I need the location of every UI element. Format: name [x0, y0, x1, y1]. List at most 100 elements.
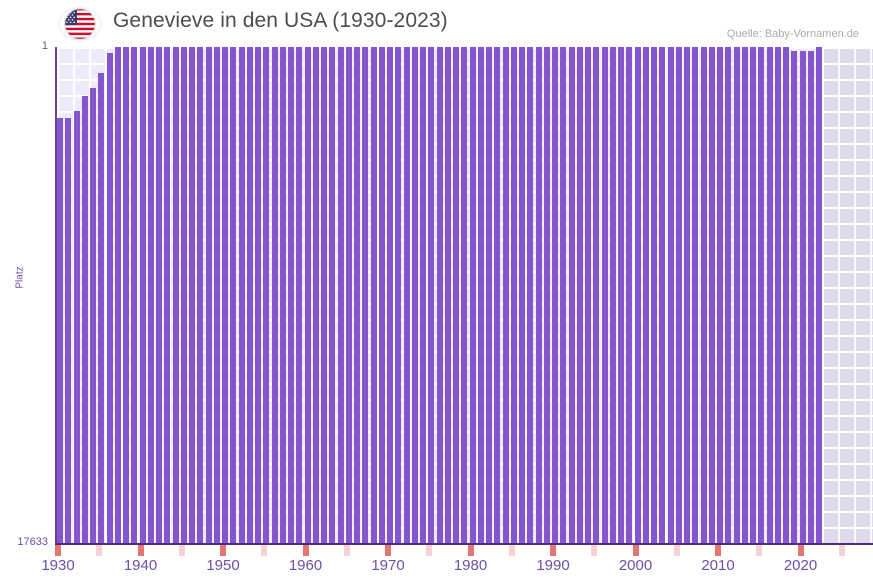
bar: [73, 111, 80, 543]
bar: [651, 47, 657, 543]
bar: [510, 47, 517, 543]
bar: [387, 47, 393, 543]
x-axis-label: 1980: [453, 557, 488, 574]
bar: [65, 118, 72, 543]
bar: [321, 47, 327, 543]
bar: [593, 47, 600, 543]
bar: [502, 47, 509, 543]
bar: [205, 47, 212, 543]
page-title: Genevieve in den USA (1930-2023): [113, 9, 448, 32]
chart-header: Genevieve in den USA (1930-2023) Quelle:…: [0, 0, 873, 47]
bar: [758, 47, 765, 543]
bar: [189, 47, 195, 543]
bar: [453, 47, 459, 543]
bar: [791, 51, 798, 543]
bar: [428, 47, 435, 543]
x-tick-decade: [467, 545, 474, 556]
x-tick-decade: [302, 545, 309, 556]
bar: [106, 53, 113, 543]
bar: [131, 47, 138, 543]
x-tick-decade: [385, 545, 391, 556]
x-axis-label: 2010: [701, 557, 735, 574]
bar: [766, 47, 773, 543]
x-axis-label: 2000: [618, 557, 653, 574]
bar: [370, 47, 377, 543]
y-axis-title: Platz: [14, 266, 26, 289]
bar: [378, 47, 385, 543]
bar: [304, 47, 311, 543]
bar: [733, 47, 740, 543]
bar: [494, 47, 501, 543]
x-tick-decade: [55, 545, 61, 556]
bar: [255, 47, 261, 543]
bar: [552, 47, 558, 543]
x-axis-label: 1940: [123, 557, 158, 574]
bar: [725, 47, 732, 543]
bar: [213, 47, 220, 543]
bar: [420, 47, 426, 543]
bar: [601, 47, 608, 543]
bar: [774, 47, 781, 543]
bar: [807, 51, 814, 543]
bar: [238, 47, 245, 543]
x-axis-label: 1950: [206, 557, 240, 574]
x-tick-half-decade: [178, 545, 185, 556]
chart-plot-area: [55, 47, 873, 543]
bar: [271, 47, 278, 543]
bar: [98, 73, 105, 543]
bar: [799, 51, 806, 543]
bar: [197, 47, 204, 543]
bar: [750, 47, 756, 543]
bar: [230, 47, 237, 543]
x-tick-half-decade: [673, 545, 680, 556]
x-axis-label: 1930: [41, 557, 75, 574]
x-tick-half-decade: [343, 545, 350, 556]
bar: [634, 47, 641, 543]
y-axis-bottom-label: 17633: [17, 536, 48, 548]
bar: [568, 47, 575, 543]
bar: [436, 47, 443, 543]
bar: [172, 47, 179, 543]
x-tick-half-decade: [591, 545, 598, 556]
us-flag-icon: [59, 8, 101, 40]
bar: [486, 47, 492, 543]
x-axis-line: [55, 543, 873, 545]
x-tick-decade: [137, 545, 144, 556]
bar: [288, 47, 294, 543]
bar: [667, 47, 674, 543]
bar: [684, 47, 690, 543]
bar: [585, 47, 591, 543]
bar: [81, 96, 88, 543]
x-tick-half-decade: [838, 545, 845, 556]
bar: [123, 47, 129, 543]
bar: [560, 47, 567, 543]
x-tick-decade: [797, 545, 804, 556]
bar: [403, 47, 410, 543]
bar: [519, 47, 525, 543]
x-tick-half-decade: [96, 545, 103, 556]
x-axis-labels: 1930 1940 1950 1960 1970 1980 1990 2000 2010 2020: [41, 557, 873, 583]
bar: [659, 47, 666, 543]
x-tick-half-decade: [756, 545, 763, 556]
bar: [57, 118, 63, 543]
x-axis-label: 2020: [783, 557, 818, 574]
x-axis-label: 1960: [288, 557, 323, 574]
bar: [816, 47, 822, 543]
bar: [576, 47, 583, 543]
bar: [147, 47, 154, 543]
bar: [246, 47, 253, 543]
bar: [164, 47, 171, 543]
bar: [156, 47, 162, 543]
x-tick-decade: [715, 545, 721, 556]
bar: [717, 47, 723, 543]
x-axis-ticks: [55, 545, 873, 556]
bar: [642, 47, 649, 543]
bar: [279, 47, 286, 543]
x-axis-label: 1970: [371, 557, 405, 574]
bar: [609, 47, 616, 543]
bar: [139, 47, 146, 543]
bar: [708, 47, 715, 543]
bar: [543, 47, 550, 543]
bar: [90, 88, 96, 543]
x-tick-decade: [632, 545, 639, 556]
